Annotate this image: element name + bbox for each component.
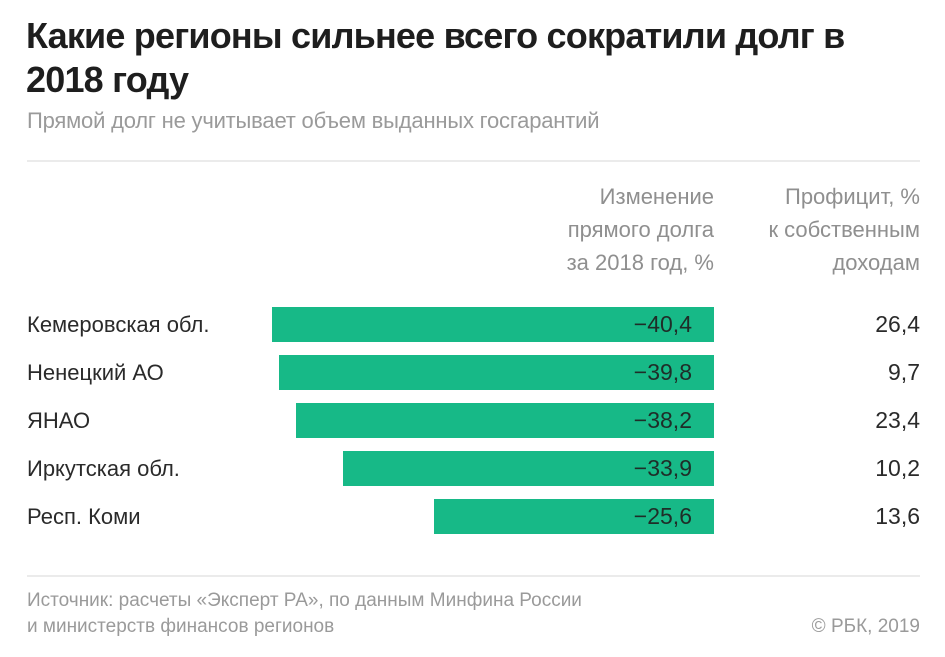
debt-change-bar: [433, 499, 714, 534]
debt-change-value: −33,9: [633, 455, 692, 481]
debt-change-value: −25,6: [633, 503, 692, 529]
debt-change-bar: [296, 403, 714, 438]
chart-subtitle: Прямой долг не учитывает объем выданных …: [27, 108, 600, 133]
chart-title: Какие регионы сильнее всего сократили до…: [26, 15, 845, 100]
top-divider: [27, 160, 920, 162]
column-header-surplus: Профицит, % к собственным доходам: [768, 184, 920, 275]
debt-change-value: −39,8: [633, 359, 692, 385]
copyright: © РБК, 2019: [811, 616, 920, 637]
region-label: Ненецкий АО: [27, 360, 164, 385]
region-label: ЯНАО: [27, 408, 91, 433]
debt-change-value: −40,4: [633, 311, 692, 337]
region-label: Кемеровская обл.: [27, 312, 210, 337]
debt-change-value: −38,2: [633, 407, 692, 433]
column-header-debt-change: Изменение прямого долга за 2018 год, %: [566, 184, 714, 275]
source-note: Источник: расчеты «Эксперт РА», по данны…: [27, 590, 582, 637]
debt-change-bar: [343, 451, 714, 486]
debt-change-bar: [272, 307, 714, 342]
surplus-value: 26,4: [875, 311, 920, 337]
region-label: Респ. Коми: [27, 504, 141, 529]
bottom-divider: [27, 575, 920, 577]
surplus-value: 9,7: [888, 359, 920, 385]
region-label: Иркутская обл.: [27, 456, 180, 481]
surplus-value: 10,2: [875, 455, 920, 481]
surplus-value: 23,4: [875, 407, 920, 433]
debt-change-bar: [278, 355, 714, 390]
surplus-value: 13,6: [875, 503, 920, 529]
